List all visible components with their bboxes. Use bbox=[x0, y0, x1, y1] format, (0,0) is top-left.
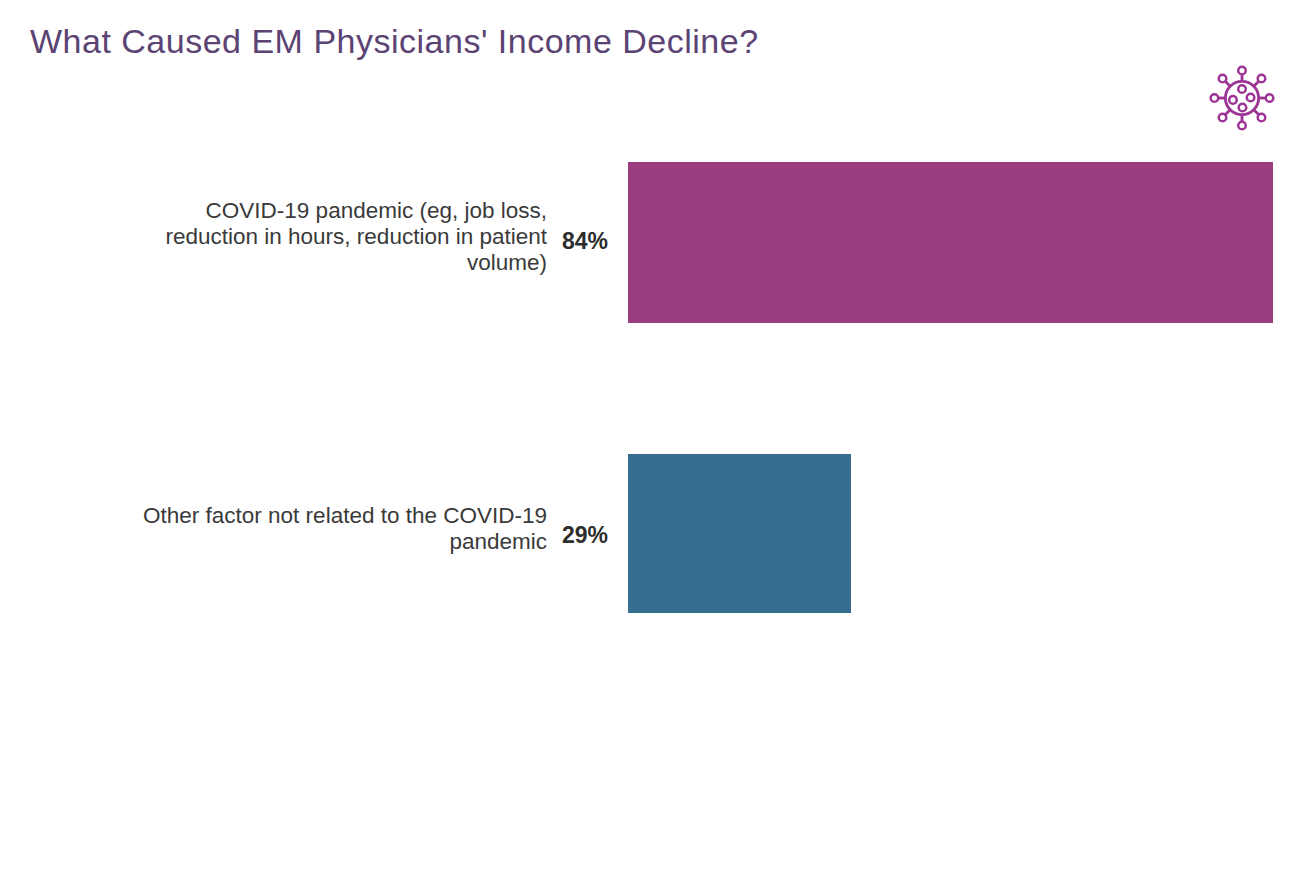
bar-label-covid-line3: volume) bbox=[0, 250, 547, 276]
bar-label-covid-line2: reduction in hours, reduction in patient bbox=[0, 224, 547, 250]
page-title: What Caused EM Physicians' Income Declin… bbox=[30, 22, 759, 61]
bar-other bbox=[628, 454, 851, 613]
bar-label-other: Other factor not related to the COVID-19… bbox=[0, 503, 547, 555]
bar-label-other-line2: pandemic bbox=[0, 529, 547, 555]
bar-label-covid-line1: COVID-19 pandemic (eg, job loss, bbox=[0, 198, 547, 224]
bar-value-other: 29% bbox=[562, 522, 608, 549]
bar-covid bbox=[628, 162, 1273, 323]
bar-label-other-line1: Other factor not related to the COVID-19 bbox=[0, 503, 547, 529]
chart-page: What Caused EM Physicians' Income Declin… bbox=[0, 0, 1290, 878]
bar-label-covid: COVID-19 pandemic (eg, job loss, reducti… bbox=[0, 198, 547, 276]
virus-icon bbox=[1204, 60, 1280, 136]
bar-track-covid bbox=[628, 162, 1273, 323]
bar-track-other bbox=[628, 454, 1273, 613]
bar-value-covid: 84% bbox=[562, 228, 608, 255]
